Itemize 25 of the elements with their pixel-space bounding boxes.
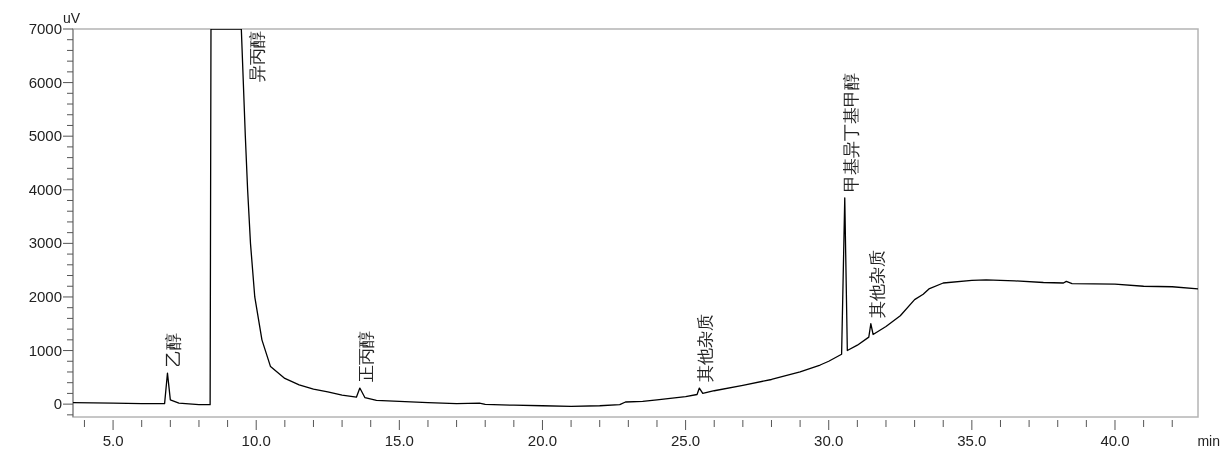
y-tick-label: 1000 <box>28 341 62 359</box>
y-tick-label: 3000 <box>28 234 62 252</box>
annotation: 其他杂质 <box>696 314 716 383</box>
y-tick-label: 0 <box>53 395 62 413</box>
x-axis-title: min <box>1197 433 1220 449</box>
x-tick-label: 20.0 <box>527 432 558 449</box>
annotation: 异丙醇 <box>248 31 268 82</box>
x-tick-label: 10.0 <box>241 432 271 449</box>
y-tick-label: 5000 <box>28 127 62 145</box>
annotation: 乙醇 <box>164 333 184 368</box>
x-tick-label: 25.0 <box>670 432 701 449</box>
annotation: 甲基异丁基甲醇 <box>841 72 861 192</box>
x-tick-label: 15.0 <box>384 432 414 449</box>
y-axis-title: uV <box>63 10 81 26</box>
y-tick-label: 6000 <box>28 73 62 91</box>
y-tick-label: 4000 <box>28 180 62 198</box>
line-series <box>73 29 1198 407</box>
x-tick-label: 5.0 <box>102 432 124 449</box>
annotation: 其他杂质 <box>867 249 887 318</box>
y-tick-label: 7000 <box>28 20 62 37</box>
x-tick-label: 35.0 <box>957 432 987 449</box>
x-tick-label: 40.0 <box>1100 432 1130 449</box>
x-tick-label: 30.0 <box>814 432 844 449</box>
annotation: 正丙醇 <box>356 331 376 383</box>
y-tick-label: 2000 <box>28 287 62 305</box>
